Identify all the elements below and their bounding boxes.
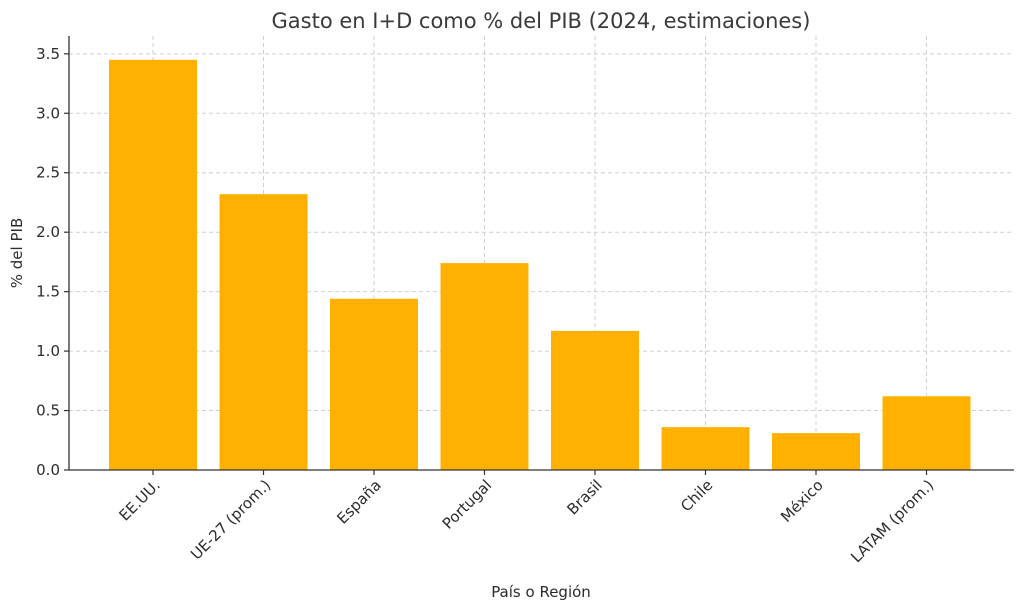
- bar: [551, 330, 639, 470]
- bar: [772, 433, 860, 470]
- x-tick-label: Chile: [677, 476, 716, 515]
- x-tick-label: México: [777, 476, 827, 526]
- y-tick-label: 3.5: [36, 45, 60, 63]
- chart-title: Gasto en I+D como % del PIB (2024, estim…: [272, 9, 811, 33]
- x-tick-label: España: [333, 476, 384, 527]
- grid-lines: [69, 36, 1014, 471]
- x-tick-label: Brasil: [564, 476, 606, 518]
- bars-group: [109, 59, 971, 471]
- y-axis-ticks: 0.0 0.5 1.0 1.5 2.0 2.5 3.0 3.5: [36, 45, 69, 479]
- x-axis-label: País o Región: [491, 583, 591, 601]
- y-tick-label: 1.5: [36, 283, 60, 301]
- bar: [882, 396, 971, 470]
- y-tick-label: 0.5: [36, 402, 60, 420]
- bar: [440, 263, 529, 470]
- bar: [330, 298, 418, 470]
- y-tick-label: 2.0: [36, 223, 60, 241]
- x-axis-ticks: EE.UU. UE-27 (prom.) España Portugal Brasil C…: [115, 470, 937, 566]
- bar: [109, 59, 197, 470]
- bar: [219, 194, 308, 471]
- x-tick-label: Portugal: [439, 476, 496, 533]
- y-axis-label: % del PIB: [8, 218, 26, 288]
- bar: [661, 427, 750, 470]
- y-tick-label: 3.0: [36, 104, 60, 122]
- y-tick-label: 0.0: [36, 461, 60, 479]
- x-tick-label: LATAM (prom.): [847, 476, 937, 566]
- x-tick-label: UE-27 (prom.): [187, 476, 274, 563]
- y-tick-label: 2.5: [36, 164, 60, 182]
- x-tick-label: EE.UU.: [115, 476, 163, 524]
- y-tick-label: 1.0: [36, 342, 60, 360]
